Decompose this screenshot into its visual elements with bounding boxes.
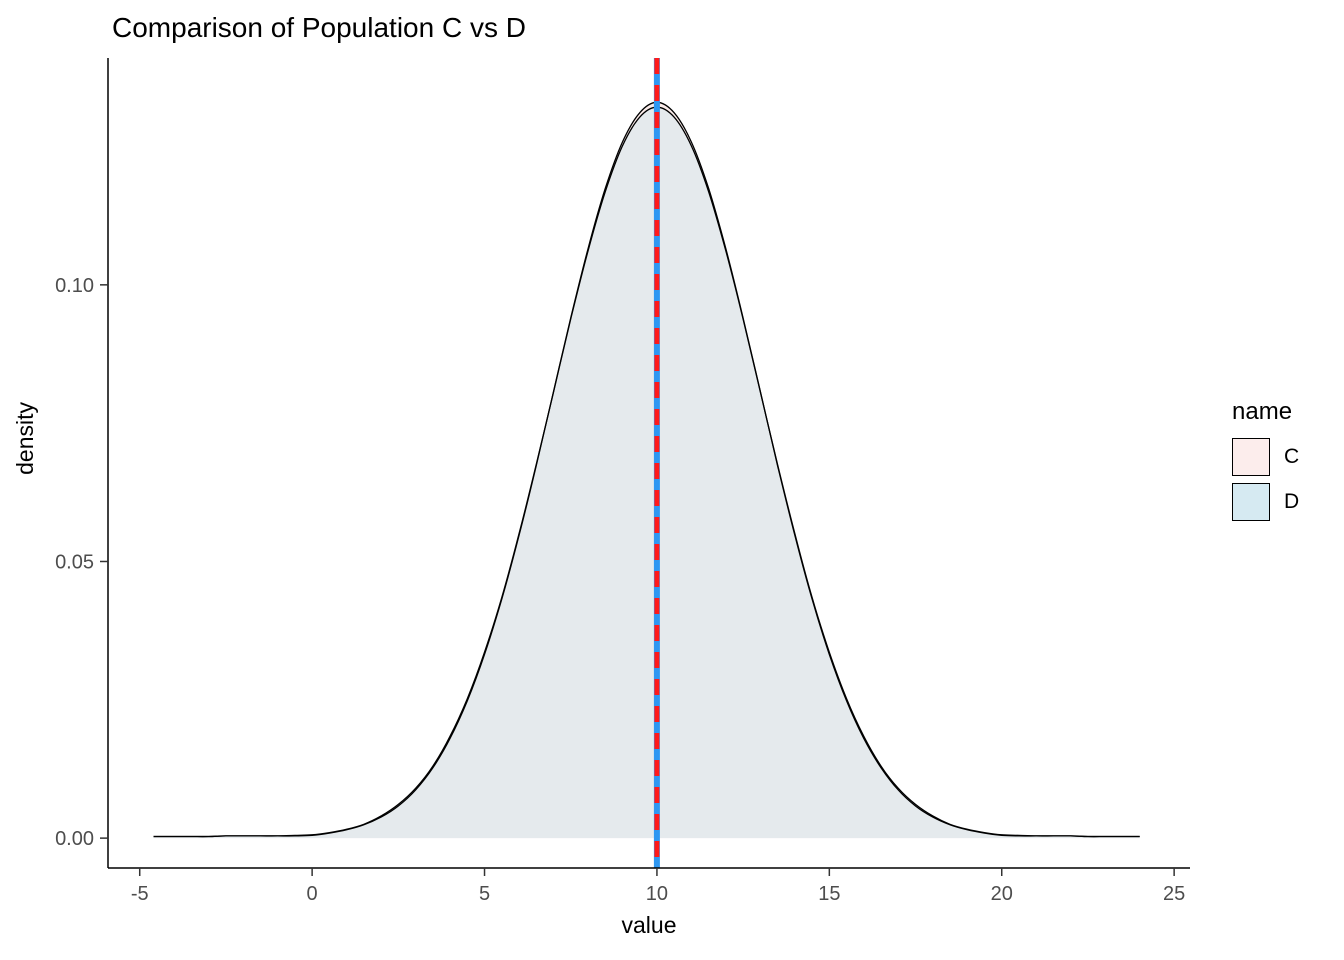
- x-tick-label: 5: [479, 883, 490, 905]
- legend-title: name: [1232, 398, 1293, 425]
- y-tick-label: 0.10: [55, 275, 94, 297]
- x-tick-label: 25: [1163, 883, 1185, 905]
- x-tick-label: 20: [991, 883, 1013, 905]
- y-axis-title: density: [12, 402, 38, 475]
- legend-label-c: C: [1284, 445, 1300, 468]
- legend: name C D: [1232, 398, 1299, 528]
- y-tick-label: 0.05: [55, 551, 94, 573]
- y-tick-label: 0.00: [55, 828, 94, 850]
- x-tick-label: 15: [818, 883, 840, 905]
- chart-title: Comparison of Population C vs D: [112, 12, 526, 43]
- x-tick-label: 10: [646, 883, 668, 905]
- legend-item-c: C: [1232, 438, 1299, 476]
- density-curve-d: [153, 106, 1140, 838]
- legend-swatch-d: [1232, 483, 1270, 521]
- x-tick-label: -5: [131, 883, 149, 905]
- legend-label-d: D: [1284, 490, 1300, 513]
- legend-swatch-c: [1232, 438, 1270, 476]
- legend-item-d: D: [1232, 483, 1299, 521]
- density-area-d: [153, 107, 1140, 839]
- x-tick-label: 0: [307, 883, 318, 905]
- x-axis-title: value: [621, 912, 677, 938]
